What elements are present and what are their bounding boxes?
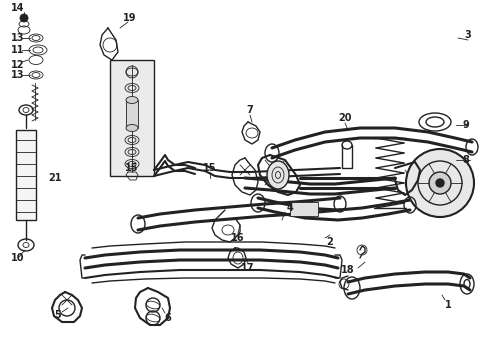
Text: 12: 12 [11,60,25,70]
Ellipse shape [435,179,443,187]
Bar [110,60,154,176]
Circle shape [20,14,28,22]
Ellipse shape [428,172,450,194]
Text: 18: 18 [341,265,354,275]
Bar [16,130,36,220]
Text: 3: 3 [464,30,470,40]
Text: 10: 10 [11,253,25,263]
Text: 4: 4 [286,203,293,213]
Ellipse shape [126,96,138,104]
Text: 21: 21 [48,173,61,183]
Ellipse shape [405,149,473,217]
Ellipse shape [126,125,138,131]
Text: 16: 16 [231,233,244,243]
Text: 19: 19 [123,13,137,23]
Text: 14: 14 [11,3,25,13]
Ellipse shape [266,161,288,189]
Text: 20: 20 [338,113,351,123]
Text: 7: 7 [246,105,253,115]
Text: 6: 6 [164,313,171,323]
Text: 15: 15 [203,163,216,173]
Text: 13: 13 [11,33,25,43]
Text: 1: 1 [444,300,450,310]
Text: 17: 17 [241,263,254,273]
Text: 11: 11 [11,45,25,55]
Bar [289,202,317,216]
Text: 5: 5 [55,310,61,320]
Text: 15: 15 [125,163,139,173]
Text: 2: 2 [326,237,333,247]
Bar [126,100,138,128]
Text: 8: 8 [462,155,468,165]
Text: 9: 9 [462,120,468,130]
Text: 13: 13 [11,70,25,80]
